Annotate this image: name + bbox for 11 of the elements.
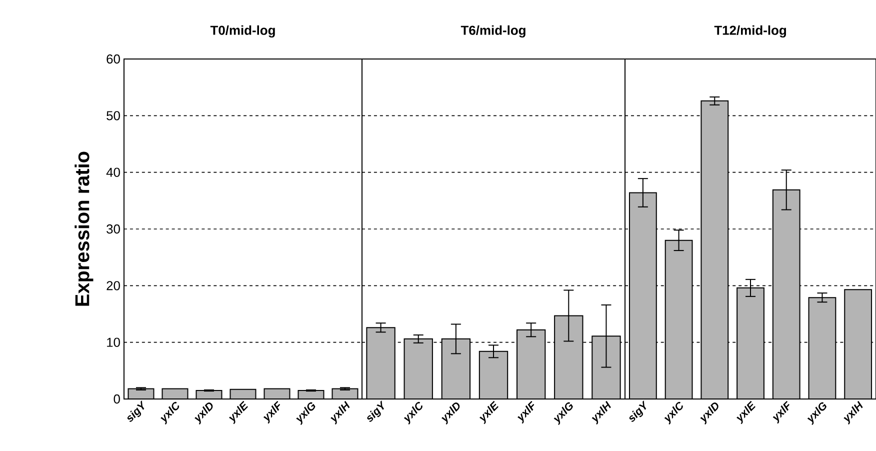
y-tick-label: 60 xyxy=(106,54,120,64)
chart-title: T12/mid-log xyxy=(714,25,786,38)
chart-title: T0/mid-log xyxy=(210,25,275,38)
y-tick-label: 30 xyxy=(106,224,120,234)
y-axis-title: Expression ratio xyxy=(74,152,94,306)
y-tick-label: 0 xyxy=(114,394,120,404)
chart-title: T6/mid-log xyxy=(460,25,526,38)
y-tick-label: 50 xyxy=(106,111,120,120)
y-tick-label: 20 xyxy=(106,281,120,290)
y-tick-label: 40 xyxy=(106,168,120,177)
y-tick-label: 10 xyxy=(107,338,120,347)
